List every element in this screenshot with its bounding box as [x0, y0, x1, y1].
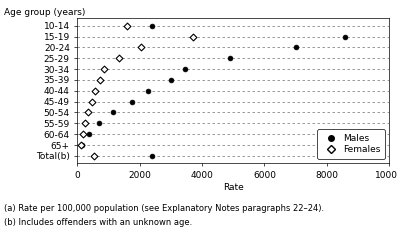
Point [97, 78, 103, 82]
Point [79, 132, 86, 136]
Point [91, 154, 97, 158]
Point [93, 89, 99, 93]
Text: (a) Rate per 100,000 population (see Explanatory Notes paragraphs 22–24).: (a) Rate per 100,000 population (see Exp… [4, 204, 324, 213]
Point [110, 111, 116, 114]
Point [129, 100, 135, 104]
Point [78, 143, 84, 147]
Text: Age group (years): Age group (years) [4, 8, 85, 17]
Point [101, 67, 107, 71]
Point [138, 46, 145, 49]
Point [149, 154, 155, 158]
Point [82, 121, 89, 125]
Point [86, 132, 93, 136]
Point [182, 67, 188, 71]
Point [96, 121, 102, 125]
Text: (b) Includes offenders with an unknown age.: (b) Includes offenders with an unknown a… [4, 218, 192, 227]
Point [149, 24, 155, 27]
Point [145, 89, 151, 93]
Point [227, 57, 233, 60]
Point [89, 100, 96, 104]
Point [116, 57, 123, 60]
Point [79, 143, 85, 147]
Point [342, 35, 349, 38]
X-axis label: Rate: Rate [223, 183, 244, 192]
Legend: Males, Females: Males, Females [317, 129, 385, 159]
Point [292, 46, 299, 49]
Point [168, 78, 174, 82]
Point [85, 111, 91, 114]
Point [124, 24, 131, 27]
Point [189, 35, 196, 38]
